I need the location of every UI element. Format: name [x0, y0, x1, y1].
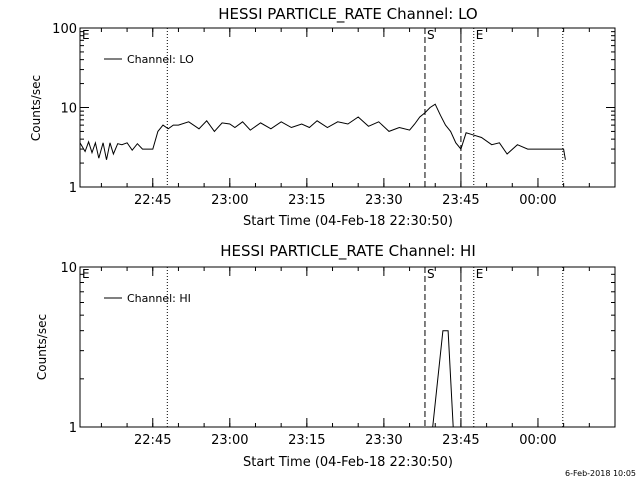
x-tick-label-hi: 23:30 — [365, 433, 402, 448]
x-tick-label-lo: 23:30 — [365, 193, 402, 208]
annotation-label-lo: E — [82, 28, 90, 42]
legend-lo: Channel: LO — [104, 53, 194, 66]
x-tick-label-lo: 00:00 — [519, 193, 556, 208]
chart-title-lo: HESSI PARTICLE_RATE Channel: LO — [218, 5, 477, 24]
annotation-label-hi: E — [476, 267, 484, 281]
chart-panel-lo: HESSI PARTICLE_RATE Channel: LO Counts/s… — [29, 5, 616, 229]
y-tick-label-lo: 10 — [60, 102, 77, 117]
plot-frame-lo — [79, 27, 616, 188]
footer-timestamp: 6-Feb-2018 10:05 — [565, 469, 636, 478]
annotation-label-lo: E — [476, 28, 484, 42]
legend-label-lo: Channel: LO — [127, 53, 194, 66]
x-tick-label-hi: 23:15 — [288, 433, 325, 448]
x-tick-label-hi: 23:00 — [211, 433, 248, 448]
y-tick-label-hi: 10 — [60, 261, 77, 276]
legend-label-hi: Channel: HI — [127, 292, 191, 305]
y-tick-label-lo: 100 — [52, 22, 77, 37]
series-line-hi — [432, 330, 454, 428]
x-tick-label-lo: 23:15 — [288, 193, 325, 208]
y-axis-label-hi: Counts/sec — [35, 314, 49, 380]
annotation-label-hi: S — [427, 267, 435, 281]
x-tick-label-lo: 23:00 — [211, 193, 248, 208]
y-tick-label-lo: 1 — [69, 181, 77, 196]
x-tick-label-hi: 00:00 — [519, 433, 556, 448]
chart-panel-hi: HESSI PARTICLE_RATE Channel: HI Counts/s… — [35, 242, 616, 470]
x-tick-label-lo: 22:45 — [134, 193, 171, 208]
plot-frame-hi — [79, 266, 616, 428]
legend-hi: Channel: HI — [104, 292, 191, 305]
y-tick-label-hi: 1 — [69, 421, 77, 436]
x-axis-label-hi: Start Time (04-Feb-18 22:30:50) — [243, 455, 453, 470]
x-tick-label-lo: 23:45 — [442, 193, 479, 208]
x-tick-label-hi: 23:45 — [442, 433, 479, 448]
series-line-lo — [79, 103, 566, 160]
annotation-label-lo: S — [427, 28, 435, 42]
x-tick-label-hi: 22:45 — [134, 433, 171, 448]
x-axis-label-lo: Start Time (04-Feb-18 22:30:50) — [243, 214, 453, 229]
annotation-label-hi: E — [82, 267, 90, 281]
y-axis-label-lo: Counts/sec — [29, 75, 43, 141]
chart-title-hi: HESSI PARTICLE_RATE Channel: HI — [220, 242, 476, 261]
